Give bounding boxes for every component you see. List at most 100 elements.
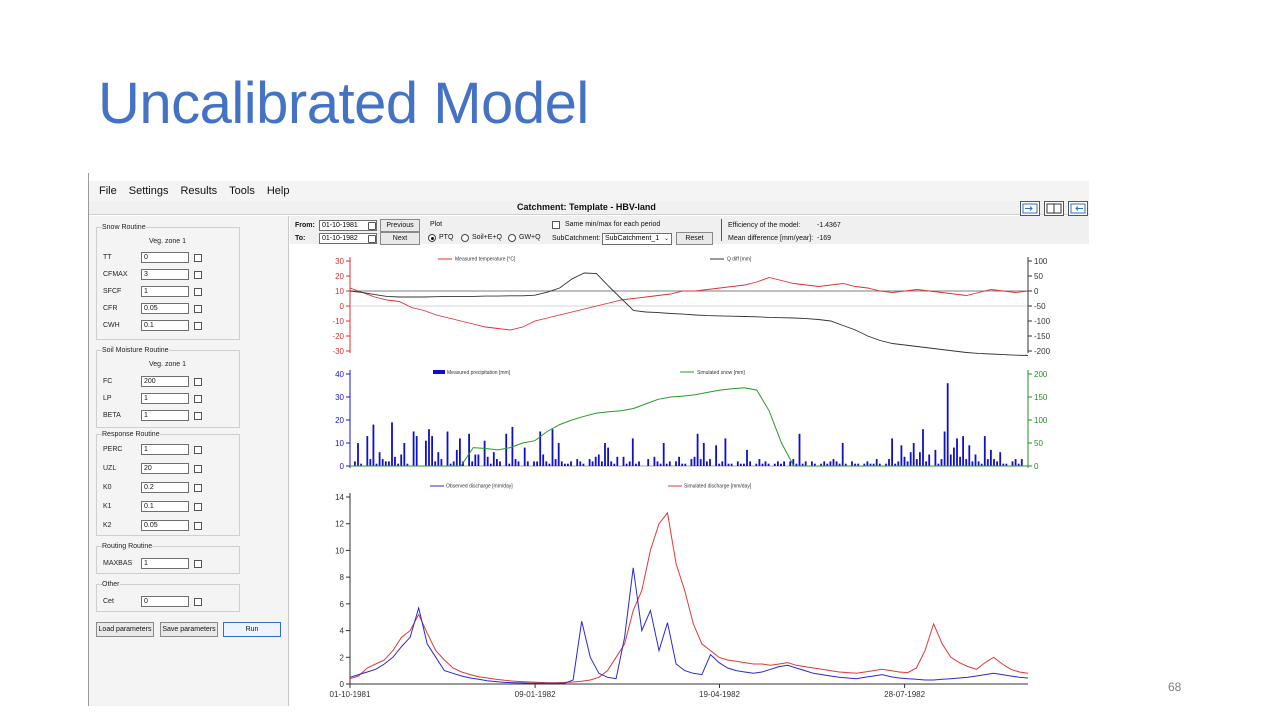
precip-bar <box>616 456 619 466</box>
precip-bar <box>455 449 458 466</box>
precip-bar <box>888 459 890 466</box>
tt-input[interactable]: 0 <box>141 252 189 263</box>
ptq-radio[interactable] <box>428 234 436 242</box>
precip-bar <box>607 447 609 466</box>
param-label: TT <box>103 254 112 261</box>
from-calendar-icon[interactable] <box>368 222 376 230</box>
precip-bar <box>798 433 801 466</box>
k0-input[interactable]: 0.2 <box>141 482 189 493</box>
cwh-checkbox[interactable] <box>194 322 202 330</box>
precip-bar <box>773 463 776 466</box>
precip-bar <box>659 463 662 466</box>
precip-bar <box>635 463 637 466</box>
cfr-checkbox[interactable] <box>194 305 202 313</box>
beta-input[interactable]: 1 <box>141 410 189 421</box>
soil-e-q-radio[interactable] <box>461 234 469 242</box>
precip-bar <box>903 456 906 466</box>
tt-checkbox[interactable] <box>194 254 202 262</box>
fc-input[interactable]: 200 <box>141 376 189 387</box>
cwh-input[interactable]: 0.1 <box>141 320 189 331</box>
reset-button[interactable]: Reset <box>676 232 713 245</box>
gw-q-radio[interactable] <box>508 234 516 242</box>
group-title: Soil Moisture Routine <box>102 347 169 354</box>
y-tick-label: 0 <box>340 302 345 311</box>
precip-bar <box>996 461 998 466</box>
y-tick-label: -10 <box>332 317 344 326</box>
save-parameters-button[interactable]: Save parameters <box>160 622 218 637</box>
uzl-checkbox[interactable] <box>194 465 202 473</box>
k2-input[interactable]: 0.05 <box>141 520 189 531</box>
y-tick-label: 0 <box>340 462 345 471</box>
precip-bar <box>894 463 897 466</box>
efficiency-label: Efficiency of the model: <box>728 222 801 229</box>
same-minmax-checkbox[interactable] <box>552 221 560 229</box>
precip-bar <box>857 463 860 466</box>
precip-bar <box>758 459 761 466</box>
expand-left-button[interactable] <box>1020 201 1040 216</box>
precip-bar <box>724 438 727 466</box>
qdiff-series <box>349 272 1029 356</box>
precip-bar <box>826 463 829 466</box>
precip-bar <box>394 456 396 466</box>
k1-checkbox[interactable] <box>194 503 202 511</box>
precip-bar <box>761 463 764 466</box>
perc-input[interactable]: 1 <box>141 444 189 455</box>
precip-bar <box>974 454 977 466</box>
precip-bar <box>533 461 535 466</box>
lp-input[interactable]: 1 <box>141 393 189 404</box>
precip-bar <box>1017 463 1020 466</box>
to-date-input[interactable]: 01-10-1982 <box>319 233 377 244</box>
next-button[interactable]: Next <box>380 232 420 245</box>
cfmax-checkbox[interactable] <box>194 271 202 279</box>
lp-checkbox[interactable] <box>194 395 202 403</box>
precip-bar <box>486 456 489 466</box>
precip-bar <box>517 461 520 466</box>
precip-bar <box>638 461 640 466</box>
precip-bar <box>601 461 603 466</box>
cet-checkbox[interactable] <box>194 598 202 606</box>
precip-bar <box>727 463 730 466</box>
uzl-input[interactable]: 20 <box>141 463 189 474</box>
fc-checkbox[interactable] <box>194 378 202 386</box>
beta-checkbox[interactable] <box>194 412 202 420</box>
precip-bar <box>523 447 526 466</box>
from-date-input[interactable]: 01-10-1981 <box>319 220 377 231</box>
precip-bar <box>739 463 742 466</box>
k2-checkbox[interactable] <box>194 522 202 530</box>
sfcf-checkbox[interactable] <box>194 288 202 296</box>
precip-bar <box>591 461 594 466</box>
cet-input[interactable]: 0 <box>141 596 189 607</box>
precip-bar <box>835 461 838 466</box>
run-button[interactable]: Run <box>223 622 281 637</box>
perc-checkbox[interactable] <box>194 446 202 454</box>
precip-bar <box>668 461 671 466</box>
menu-settings[interactable]: Settings <box>128 185 169 197</box>
precip-bar <box>993 459 995 466</box>
subcatchment-select[interactable]: SubCatchment_1 <box>602 233 672 245</box>
sfcf-input[interactable]: 1 <box>141 286 189 297</box>
k1-input[interactable]: 0.1 <box>141 501 189 512</box>
precip-bar <box>885 463 887 466</box>
split-view-button[interactable] <box>1044 201 1064 216</box>
menu-tools[interactable]: Tools <box>229 185 255 197</box>
menu-file[interactable]: File <box>99 185 117 197</box>
precip-bar <box>764 461 767 466</box>
menu-results[interactable]: Results <box>180 185 218 197</box>
menu-help[interactable]: Help <box>266 185 290 197</box>
load-parameters-button[interactable]: Load parameters <box>96 622 154 637</box>
k0-checkbox[interactable] <box>194 484 202 492</box>
y-tick-label: -50 <box>1034 302 1046 311</box>
y-tick-label: 0 <box>1034 462 1039 471</box>
maxbas-checkbox[interactable] <box>194 560 202 568</box>
y-tick-label: 8 <box>340 573 345 582</box>
previous-button[interactable]: Previous <box>380 219 420 232</box>
precip-bar <box>820 463 822 466</box>
expand-right-button[interactable] <box>1068 201 1088 216</box>
simulated-discharge-series <box>349 511 1029 684</box>
maxbas-input[interactable]: 1 <box>141 558 189 569</box>
cfmax-input[interactable]: 3 <box>141 269 189 280</box>
to-calendar-icon[interactable] <box>368 235 376 243</box>
temperature-series <box>349 277 1029 331</box>
cfr-input[interactable]: 0.05 <box>141 303 189 314</box>
param-label: Cet <box>103 598 114 605</box>
